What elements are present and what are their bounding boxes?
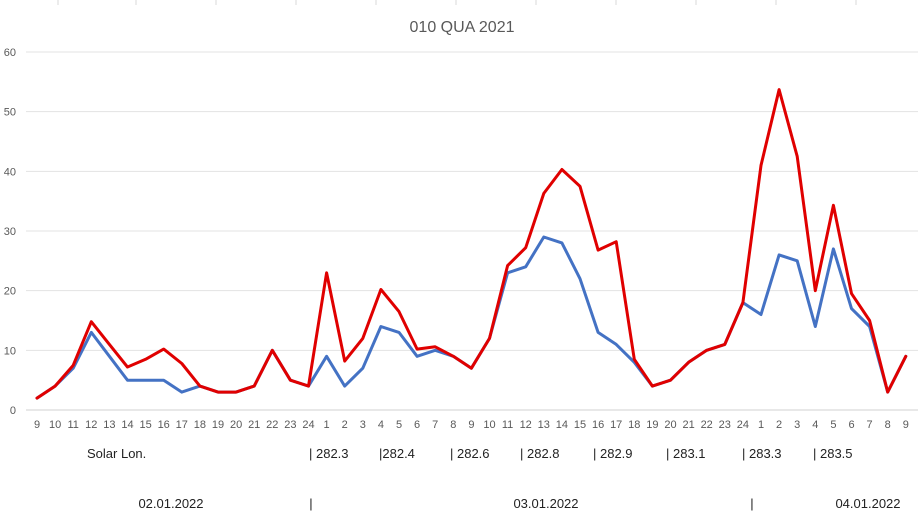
series-line-1 [35,235,908,400]
x-tick-label: 5 [830,419,836,431]
x-tick-label: 13 [103,419,115,431]
x-tick-label: 6 [848,419,854,431]
y-axis-ticks: 0 10 20 30 40 50 60 [4,47,16,417]
x-tick-label: 15 [574,419,586,431]
x-tick-label: 4 [378,419,384,431]
y-tick-label: 0 [10,405,16,417]
series-line-2 [35,88,908,400]
x-tick-label: 1 [758,419,764,431]
y-tick-label: 50 [4,107,16,119]
x-tick-label: 16 [158,419,170,431]
x-tick-label: 18 [194,419,206,431]
solar-value: | 283.1 [666,446,706,461]
x-tick-label: 3 [794,419,800,431]
date-label: 02.01.2022 [138,496,203,511]
solar-value: | 282.9 [593,446,633,461]
x-tick-label: 24 [302,419,314,431]
x-tick-label: 20 [664,419,676,431]
solar-value: |282.4 [379,446,415,461]
x-tick-label: 2 [342,419,348,431]
x-tick-label: 8 [450,419,456,431]
x-tick-label: 5 [396,419,402,431]
solar-value: | 282.8 [520,446,560,461]
x-tick-label: 9 [34,419,40,431]
x-tick-label: 20 [230,419,242,431]
x-tick-label: 23 [719,419,731,431]
x-tick-label: 13 [538,419,550,431]
x-tick-label: 10 [49,419,61,431]
x-tick-label: 17 [176,419,188,431]
y-tick-label: 10 [4,345,16,357]
x-tick-label: 21 [682,419,694,431]
date-label: 04.01.2022 [835,496,900,511]
solar-value: | 283.5 [813,446,853,461]
x-tick-label: 11 [67,419,78,431]
x-tick-label: 14 [556,419,568,431]
x-tick-label: 7 [432,419,438,431]
x-tick-label: 6 [414,419,420,431]
x-tick-label: 14 [121,419,133,431]
top-tick-marks [57,0,857,5]
solar-lon-values: | 282.3 |282.4 | 282.6 | 282.8 | 282.9 |… [309,446,853,461]
date-separator: | [309,496,312,511]
x-tick-label: 21 [248,419,260,431]
x-axis-ticks: 9 10 11 12 13 14 15 16 17 18 19 20 21 22 23 24 1 2 3 4 5 6 7 8 9… [34,419,909,431]
x-tick-label: 17 [610,419,622,431]
date-label: 03.01.2022 [513,496,578,511]
x-tick-label: 16 [592,419,604,431]
x-tick-label: 15 [139,419,151,431]
y-tick-label: 40 [4,166,16,178]
x-tick-label: 23 [284,419,296,431]
x-tick-label: 3 [360,419,366,431]
solar-value: | 283.3 [742,446,782,461]
y-tick-label: 20 [4,286,16,298]
x-tick-label: 10 [483,419,495,431]
x-tick-label: 11 [502,419,513,431]
series-lines [35,88,908,400]
x-tick-label: 19 [646,419,658,431]
x-tick-label: 12 [85,419,97,431]
x-tick-label: 8 [885,419,891,431]
x-tick-label: 7 [867,419,873,431]
y-tick-label: 30 [4,226,16,238]
solar-lon-label: Solar Lon. [87,446,146,461]
chart-title: 010 QUA 2021 [410,19,515,36]
x-tick-label: 22 [266,419,278,431]
x-tick-label: 2 [776,419,782,431]
x-tick-label: 22 [701,419,713,431]
x-tick-label: 18 [628,419,640,431]
date-separator: | [750,496,753,511]
x-tick-label: 9 [903,419,909,431]
y-tick-label: 60 [4,47,16,59]
solar-value: | 282.6 [450,446,490,461]
x-tick-label: 9 [468,419,474,431]
x-tick-label: 12 [520,419,532,431]
x-tick-label: 24 [737,419,749,431]
x-tick-label: 4 [812,419,818,431]
x-tick-label: 19 [212,419,224,431]
x-tick-label: 1 [324,419,330,431]
solar-value: | 282.3 [309,446,349,461]
